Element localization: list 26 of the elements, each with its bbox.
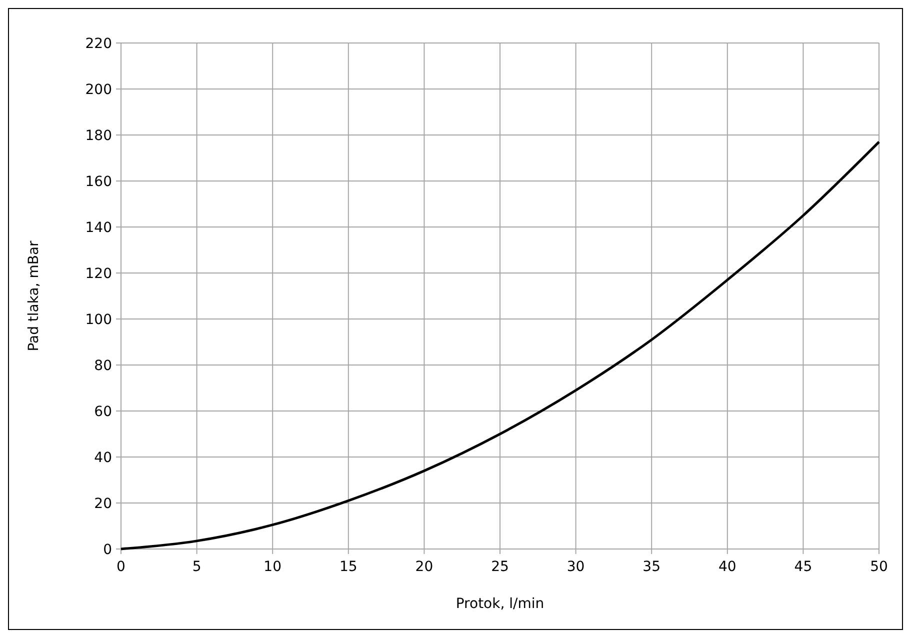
line-series bbox=[120, 140, 880, 550]
x-tick-label: 0 bbox=[116, 559, 126, 575]
x-tick-label: 40 bbox=[718, 559, 736, 575]
y-axis-title: Pad tlaka, mBar bbox=[26, 240, 42, 352]
x-tick-label: 10 bbox=[264, 559, 282, 575]
y-tick-label: 160 bbox=[85, 174, 112, 190]
x-tick-label: 25 bbox=[491, 559, 509, 575]
x-tick-label: 45 bbox=[794, 559, 812, 575]
x-tick-label: 5 bbox=[192, 559, 202, 575]
x-tick-label: 15 bbox=[339, 559, 358, 575]
x-tick-label: 35 bbox=[642, 559, 661, 575]
y-tick-label: 180 bbox=[85, 128, 112, 144]
x-axis-title: Protok, l/min bbox=[456, 596, 544, 612]
y-tick-label: 40 bbox=[94, 450, 112, 466]
x-tick-label: 30 bbox=[566, 559, 585, 575]
y-tick-label: 220 bbox=[85, 36, 112, 52]
y-tick-label: 20 bbox=[94, 496, 112, 512]
y-tick-label: 0 bbox=[103, 542, 112, 558]
y-tick-label: 80 bbox=[94, 358, 112, 374]
y-tick-label: 100 bbox=[85, 312, 112, 328]
x-tick-label: 50 bbox=[870, 559, 888, 575]
y-tick-label: 200 bbox=[85, 82, 112, 98]
y-tick-label: 120 bbox=[85, 266, 112, 282]
y-tick-label: 60 bbox=[94, 404, 112, 420]
y-tick-label: 140 bbox=[85, 220, 112, 236]
x-tick-label: 20 bbox=[415, 559, 434, 575]
